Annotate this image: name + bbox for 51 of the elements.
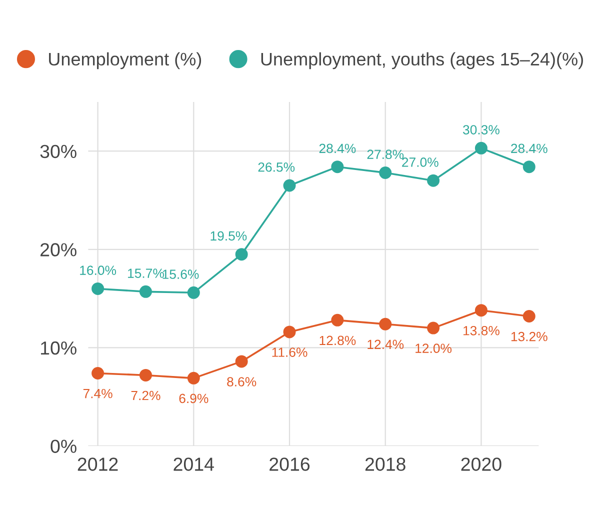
x-tick-label: 2012 — [78, 458, 118, 471]
point — [379, 166, 392, 179]
data-label: 15.6% — [162, 270, 199, 279]
point — [379, 318, 392, 330]
point — [522, 310, 536, 322]
data-label: 16.0% — [80, 266, 116, 276]
x-tick-label: 2016 — [270, 458, 310, 471]
data-label: 28.4% — [511, 144, 548, 154]
y-tick-label: 30% — [40, 144, 76, 158]
point — [474, 304, 488, 317]
data-label: 11.6% — [272, 348, 308, 357]
point — [331, 314, 344, 326]
point — [474, 142, 488, 154]
y-tick-label: 10% — [41, 341, 76, 355]
point — [235, 248, 248, 261]
point — [427, 322, 440, 334]
data-label: 26.5% — [258, 162, 295, 172]
legend-label: Unemployment (%) — [49, 52, 202, 70]
data-label: 7.4% — [83, 388, 112, 398]
data-label: 27.0% — [402, 158, 438, 167]
data-label: 12.8% — [320, 336, 356, 346]
data-label: 19.5% — [210, 231, 247, 241]
point — [331, 160, 344, 174]
point — [92, 282, 104, 295]
data-label: 28.4% — [319, 144, 356, 154]
data-label: 12.4% — [368, 340, 404, 350]
point — [427, 174, 440, 187]
data-label: 15.7% — [128, 268, 164, 278]
point — [522, 160, 536, 174]
y-tick-label: 0% — [50, 440, 76, 453]
point — [283, 326, 296, 338]
data-label: 6.9% — [179, 394, 208, 404]
y-tick-label: 20% — [40, 243, 76, 256]
legend-label: Unemployment, youths (ages 15–24)(%) — [261, 52, 583, 70]
point — [235, 355, 248, 368]
point — [92, 367, 104, 380]
point — [187, 286, 200, 299]
data-label: 13.8% — [464, 326, 500, 336]
x-tick-label: 2020 — [461, 458, 502, 471]
data-label: 7.2% — [131, 390, 160, 400]
x-tick-label: 2014 — [174, 458, 214, 471]
data-label: 27.8% — [367, 150, 404, 160]
point — [283, 179, 296, 192]
data-label: 13.2% — [511, 332, 548, 342]
point — [139, 285, 152, 298]
point — [187, 372, 200, 384]
data-label: 12.0% — [416, 344, 452, 354]
data-label: 30.3% — [463, 125, 500, 134]
x-tick-label: 2018 — [365, 458, 406, 471]
data-label: 8.6% — [227, 377, 256, 386]
point — [139, 368, 152, 382]
